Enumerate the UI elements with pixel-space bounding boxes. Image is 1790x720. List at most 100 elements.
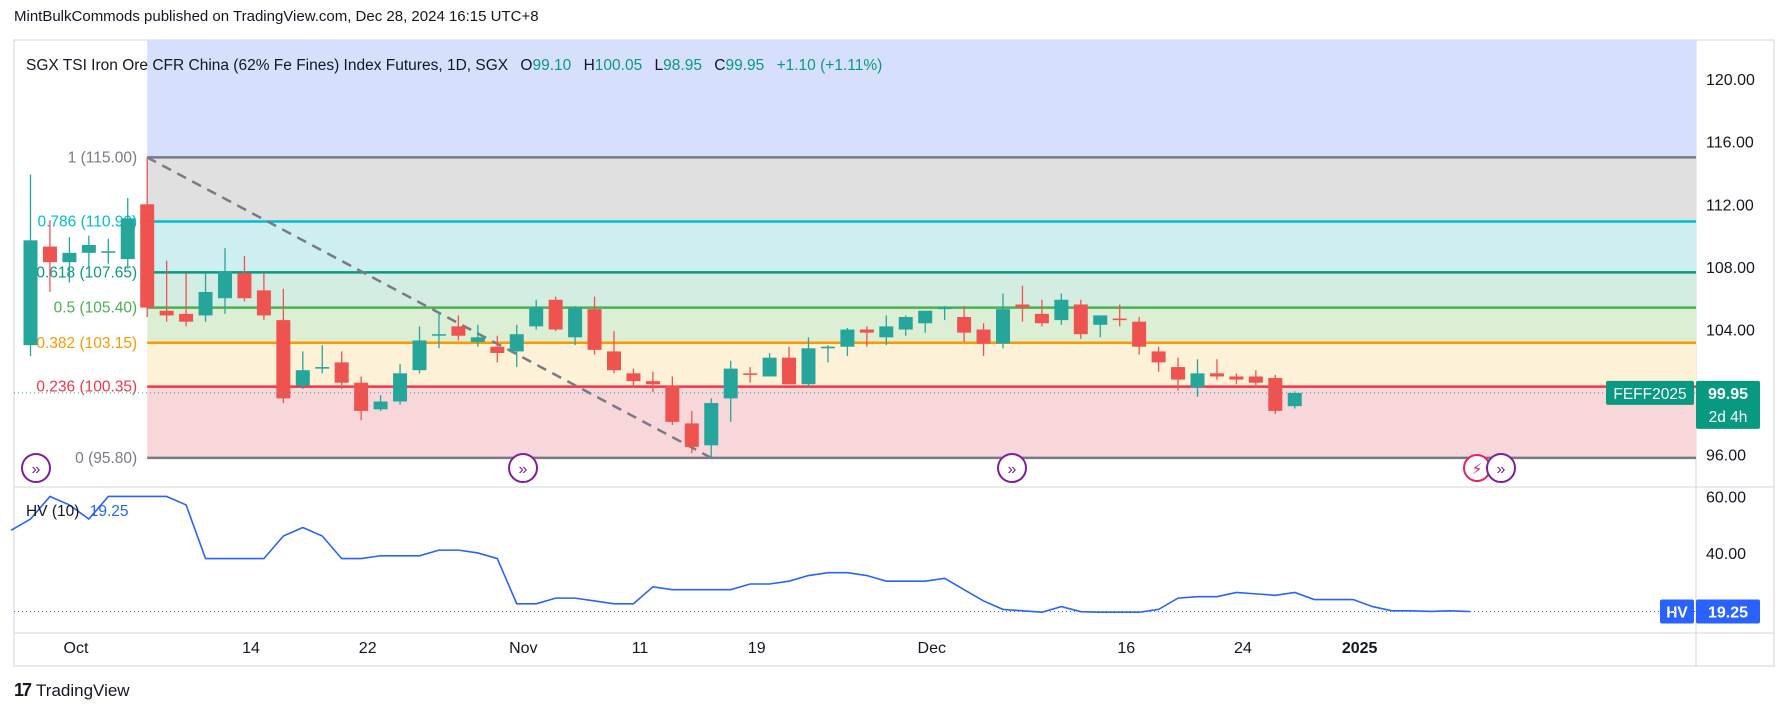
open-label: O [520,57,532,74]
candle-body [743,373,758,375]
svg-text:»: » [519,461,528,478]
tradingview-mark-icon: 17 [14,680,32,700]
candle-body [1248,376,1263,383]
candle-body [937,307,952,310]
change-value: +1.10 (+1.11%) [777,57,883,74]
time-tick-label: 19 [748,640,766,657]
high-label: H [584,57,595,74]
fib-retracement-lines [147,156,1696,460]
hv-tick-label: 40.00 [1706,546,1746,563]
time-tick-label: 16 [1117,640,1135,657]
hv-axis[interactable]: 60.00 40.00 HV 19.25 [1660,489,1760,624]
time-axis[interactable]: Oct 14 22 Nov 11 19 Dec 16 24 2025 [64,640,1378,657]
price-tick-label: 104.00 [1706,323,1755,340]
candle-body [23,240,38,346]
time-tick-label: Oct [64,640,89,657]
close-label: C [714,57,725,74]
fib-zone [147,386,1697,458]
svg-text:»: » [1497,461,1506,478]
candle-body [1054,299,1069,321]
candle-body [295,370,310,386]
candle-body [62,252,77,263]
candle-body [42,246,57,263]
event-marker-icon[interactable]: » [21,453,51,483]
chart-title: SGX TSI Iron Ore CFR China (62% Fe Fines… [26,57,509,74]
candle-body [431,334,446,336]
candle-body [218,271,232,299]
candle-body [81,245,96,253]
time-tick-label: 24 [1234,640,1252,657]
candle-body [587,309,602,350]
fib-zone-top [147,40,1697,158]
time-tick-label: Nov [509,640,537,657]
fib-level-label: 0.618 (107.65) [36,264,137,281]
candle-body [276,320,291,399]
candle-body [1171,367,1186,380]
fib-retracement-fill [147,40,1697,458]
hv-axis-badge [1660,599,1694,624]
event-marker-icon[interactable]: » [997,453,1027,483]
candle-body [879,326,894,338]
candle-body [256,290,271,316]
candle-body [704,403,719,446]
hv-indicator-pane [10,495,1696,614]
candle-body [1209,373,1224,377]
candle-body [1268,378,1283,411]
candle-body [140,204,155,308]
fib-zone [147,272,1697,308]
ticker-badge [1606,380,1694,405]
candle-body [957,316,972,333]
candlestick-series [14,157,1696,458]
svg-text:»: » [32,461,41,478]
candle-body [1093,315,1108,325]
tradingview-brand: TradingView [36,680,130,700]
publisher-line: MintBulkCommods published on TradingView… [14,8,539,25]
event-marker-icon[interactable]: » [1486,453,1516,483]
last-price-badge [1696,380,1760,429]
svg-text:»: » [1008,461,1017,478]
fib-level-label: 1 (115.00) [68,149,138,166]
low-label: L [655,57,664,74]
candle-body [159,310,174,316]
event-marker-icon[interactable]: » [508,453,538,483]
candle-body [918,310,933,324]
candle-body [315,367,330,369]
fib-level-label: 0 (95.80) [75,450,137,467]
fib-level-label: 0.5 (105.40) [54,300,138,317]
candle-body [470,337,485,343]
low-value: 98.95 [663,57,702,74]
fib-zone [147,342,1697,387]
candle-body [548,299,563,330]
price-axis[interactable]: 120.00 116.00 112.00 108.00 104.00 96.00 FEFF2… [1606,72,1760,465]
candle-body [801,348,816,385]
candle-body [898,316,913,330]
candle-body [665,385,680,422]
candle-body [723,368,738,399]
price-tick-label: 116.00 [1706,135,1754,152]
price-tick-label: 120.00 [1706,72,1755,89]
candle-body [529,307,544,327]
candle-body [840,329,855,347]
candle-body [1112,318,1127,321]
svg-text:⚡: ⚡ [1472,461,1483,478]
candle-body [996,309,1010,344]
candle-body [373,401,388,410]
candle-body [334,362,349,383]
hv-value-badge [1696,599,1760,624]
fib-level-label: 0.786 (110.90) [38,214,138,231]
tradingview-logo[interactable]: 17 TradingView [14,680,130,701]
trend-line[interactable] [146,156,712,459]
candle-body [645,381,660,385]
candle-body [1073,304,1088,335]
bar-countdown: 2d 4h [1709,409,1748,426]
time-tick-label: Dec [918,640,946,657]
time-tick-label: 2025 [1342,640,1378,657]
price-tick-label: 96.00 [1706,448,1746,465]
candle-body [1015,304,1030,308]
open-value: 99.10 [532,57,571,74]
hv-axis-badge-label: HV [1666,605,1688,622]
candle-body [354,382,369,411]
svg-text:SGX TSI Iron Ore CFR China (62: SGX TSI Iron Ore CFR China (62% Fe Fines… [26,57,882,74]
candle-body [509,334,524,352]
candle-body [1229,376,1244,380]
